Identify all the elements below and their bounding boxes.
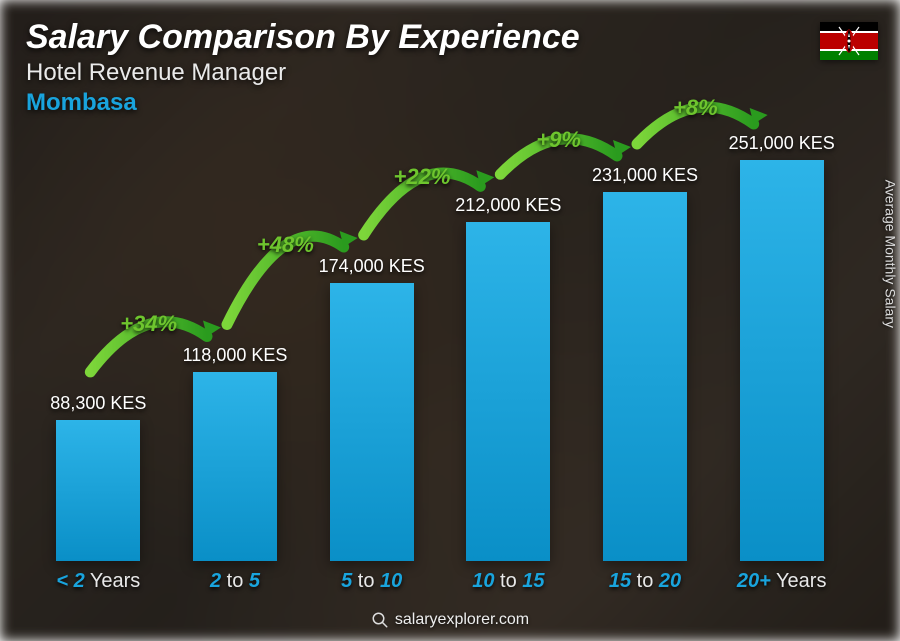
change-percent-label: +9% [536,127,581,153]
change-percent-label: +34% [120,311,177,337]
y-axis-label: Average Monthly Salary [882,180,898,328]
bar-value-label: 212,000 KES [455,195,561,216]
footer-text: salaryexplorer.com [395,611,529,629]
change-percent-label: +22% [394,164,451,190]
search-icon [371,611,389,629]
subtitle: Hotel Revenue Manager [26,59,580,87]
infographic-container: Salary Comparison By Experience Hotel Re… [0,0,900,641]
bar [603,192,687,561]
bar-group: 88,300 KES [30,120,167,561]
bar [330,283,414,561]
city-label: Mombasa [26,89,580,117]
bar-value-label: 231,000 KES [592,165,698,186]
flag-kenya [820,22,878,60]
change-percent-label: +48% [257,232,314,258]
x-axis-label: < 2 Years [30,570,167,593]
bar-value-label: 174,000 KES [319,256,425,277]
x-axis-label: 20+ Years [713,570,850,593]
bar-group: 118,000 KES [167,120,304,561]
bar-value-label: 118,000 KES [183,345,288,366]
bar [466,222,550,561]
bar [740,160,824,561]
page-title: Salary Comparison By Experience [26,18,580,57]
bar [56,420,140,561]
bar-group: 231,000 KES [577,120,714,561]
title-block: Salary Comparison By Experience Hotel Re… [26,18,580,117]
bar-group: 212,000 KES [440,120,577,561]
bar [193,372,277,561]
footer-attribution: salaryexplorer.com [0,611,900,629]
x-axis-label: 15 to 20 [577,570,714,593]
bar-group: 251,000 KES [713,120,850,561]
bar-value-label: 251,000 KES [729,133,835,154]
x-axis-label: 2 to 5 [167,570,304,593]
change-percent-label: +8% [673,95,718,121]
x-axis: < 2 Years2 to 55 to 1010 to 1515 to 2020… [30,570,850,593]
x-axis-label: 5 to 10 [303,570,440,593]
x-axis-label: 10 to 15 [440,570,577,593]
bar-value-label: 88,300 KES [50,393,146,414]
